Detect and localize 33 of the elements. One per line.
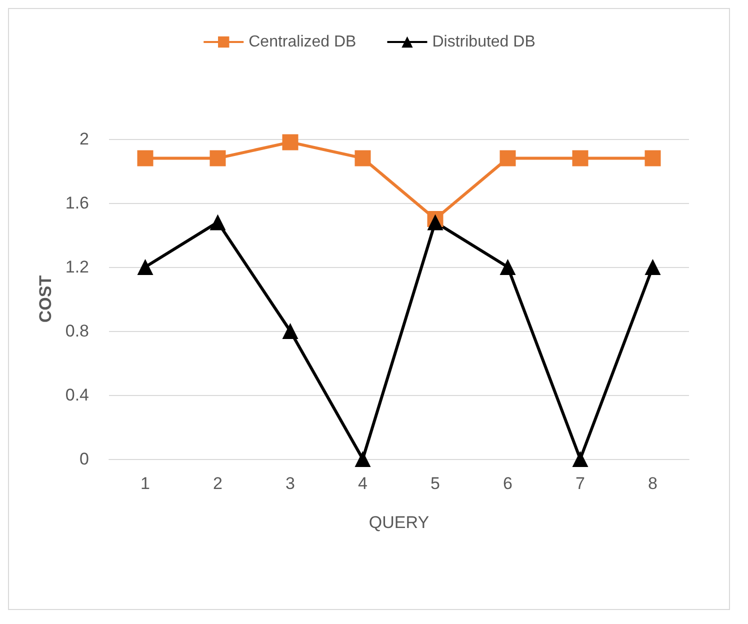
point: [282, 323, 298, 339]
x-tick-label: 4: [358, 474, 368, 493]
point: [644, 259, 661, 275]
point: [210, 150, 226, 166]
y-tick-label: 0.8: [65, 322, 89, 340]
point: [210, 214, 226, 230]
x-tick-label: 5: [430, 474, 440, 493]
x-axis-title: QUERY: [368, 513, 430, 532]
x-tick-label: 1: [140, 474, 150, 493]
point: [354, 451, 371, 467]
point: [500, 150, 516, 166]
x-tick-label: 2: [213, 474, 222, 493]
point: [354, 150, 371, 166]
y-tick-label: 2: [80, 130, 89, 148]
x-tick-label: 7: [576, 474, 585, 493]
point: [137, 150, 154, 166]
y-axis-title: COST: [36, 274, 55, 323]
x-tick-label: 3: [286, 474, 295, 493]
point: [572, 150, 588, 166]
point: [572, 451, 588, 467]
y-tick-label: 0.4: [65, 386, 89, 404]
y-tick-label: 1.6: [65, 194, 89, 212]
point: [644, 150, 661, 166]
point: [427, 214, 444, 230]
legend-label: Distributed DB: [432, 34, 536, 50]
point: [282, 134, 298, 150]
x-tick-label: 8: [648, 474, 658, 493]
point: [137, 259, 154, 275]
point: [500, 259, 516, 275]
y-tick-label: 1.2: [65, 258, 89, 276]
y-tick-label: 0: [80, 450, 89, 468]
x-tick-label: 6: [503, 474, 512, 493]
legend-label: Centralized DB: [248, 34, 356, 50]
